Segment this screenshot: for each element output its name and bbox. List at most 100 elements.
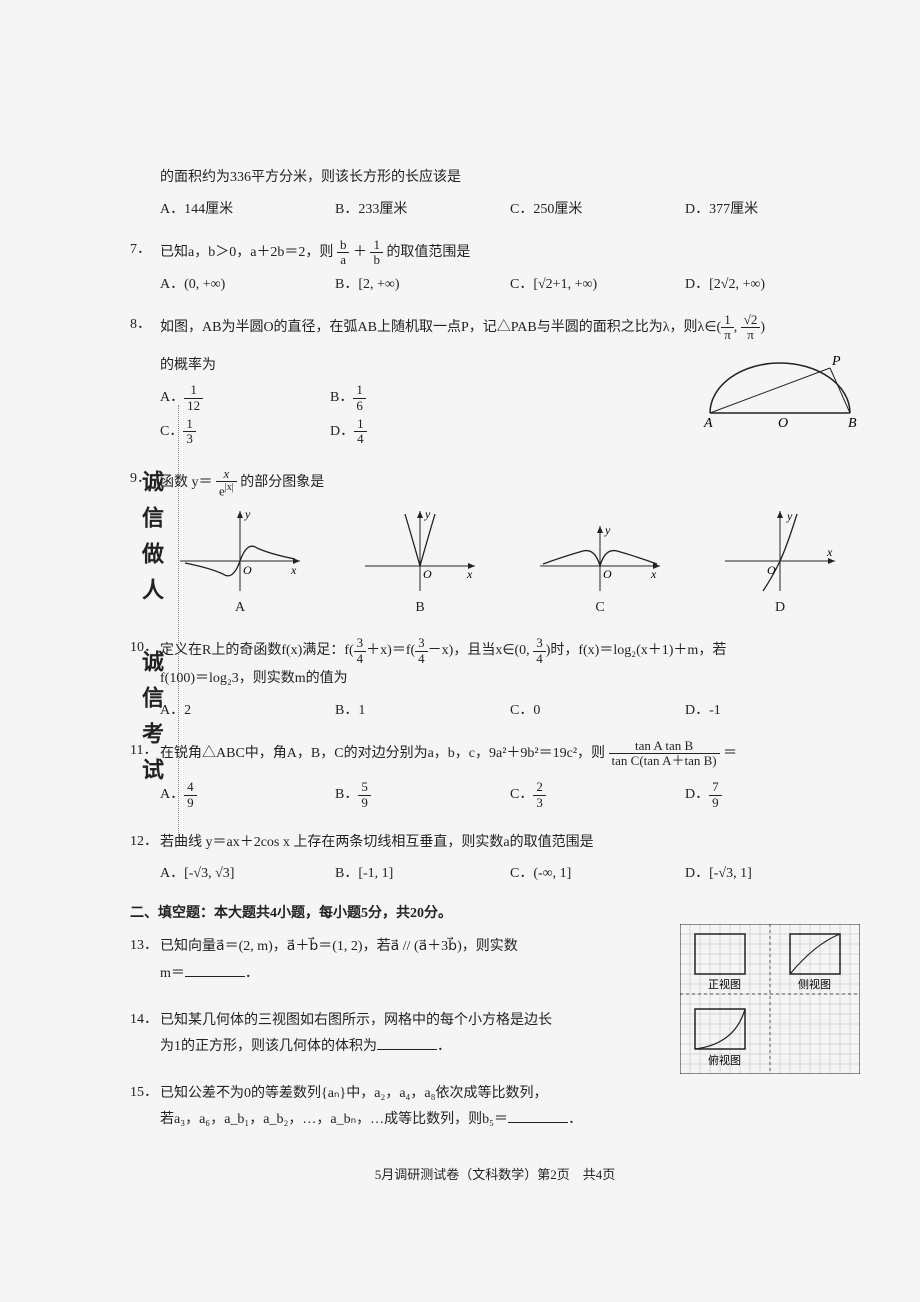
svg-text:O: O	[423, 567, 432, 581]
q13-t2: m＝	[160, 966, 185, 981]
q10-f3d: 4	[533, 652, 546, 666]
q10-opt-a: A．2	[160, 699, 335, 719]
semicircle-figure: A O B P	[700, 353, 860, 438]
svg-text:x: x	[650, 567, 657, 581]
q7-text: 已知a，b＞0，a＋2b＝2，则 ba ＋ 1b 的取值范围是	[160, 238, 860, 268]
q9: 9． 函数 y＝ xe|x| 的部分图象是 O x y A	[130, 467, 860, 617]
q10-l1b: ＋x)＝f(	[366, 644, 415, 659]
q8-b-d: 6	[353, 399, 366, 413]
q11-options: A．49 B．59 C．23 D．79	[160, 780, 860, 810]
q8-mid: ,	[734, 320, 741, 335]
svg-text:y: y	[604, 523, 611, 537]
q14-period: ．	[437, 1039, 451, 1054]
page-content: 的面积约为336平方分米，则该长方形的长应该是 A．144厘米 B．233厘米 …	[130, 0, 890, 1183]
q7-options: A．(0, +∞) B．[2, +∞) C．[√2+1, +∞) D．[2√2,…	[160, 273, 860, 293]
q11-d-n: 7	[709, 780, 722, 795]
q13-num: 13．	[130, 934, 158, 954]
q7-plus: ＋	[353, 245, 367, 260]
q7-f1n: b	[337, 238, 350, 253]
q10-l1a: 定义在R上的奇函数f(x)满足：f(	[160, 644, 354, 659]
q9-fd: e|x|	[216, 482, 237, 499]
q7-f2n: 1	[370, 238, 383, 253]
q7-num: 7．	[130, 238, 151, 258]
q10-f3n: 3	[533, 636, 546, 651]
q8-a-lbl: A．	[160, 390, 184, 405]
q7-f1d: a	[337, 253, 350, 267]
q7-opt-d: D．[2√2, +∞)	[685, 273, 860, 293]
q6-tail: 的面积约为336平方分米，则该长方形的长应该是 A．144厘米 B．233厘米 …	[130, 165, 860, 218]
graph-b-label: B	[340, 600, 500, 616]
q12-opt-a: A．[-√3, √3]	[160, 862, 335, 882]
q8-f1d: π	[721, 328, 734, 342]
q8-c-d: 3	[183, 432, 196, 446]
page-footer: 5月调研测试卷（文科数学）第2页 共4页	[130, 1164, 860, 1183]
q8-opt-a: A．112	[160, 383, 330, 413]
svg-text:俯视图: 俯视图	[708, 1053, 741, 1067]
q9-num: 9．	[130, 467, 151, 487]
q8-d-d: 4	[354, 432, 367, 446]
q11-eq: ＝	[723, 746, 737, 761]
q7: 7． 已知a，b＞0，a＋2b＝2，则 ba ＋ 1b 的取值范围是 A．(0,…	[130, 238, 860, 294]
q11-d-d: 9	[709, 796, 722, 810]
q7-opt-c: C．[√2+1, +∞)	[510, 273, 685, 293]
q8-d-n: 1	[354, 417, 367, 432]
q7-opt-a: A．(0, +∞)	[160, 273, 335, 293]
q8-t1: 如图，AB为半圆O的直径，在弧AB上随机取一点P，记△PAB与半圆的面积之比为λ…	[160, 320, 721, 335]
q11-num: 11．	[130, 739, 157, 759]
graph-a-label: A	[160, 600, 320, 616]
q6-opt-d: D．377厘米	[685, 198, 860, 218]
q10-f1n: 3	[354, 636, 367, 651]
q15-line1: 已知公差不为0的等差数列{aₙ}中，a₂，a₄，a₈依次成等比数列，	[160, 1081, 660, 1108]
q11-bn: tan A tan B	[609, 739, 720, 754]
q10-opt-c: C．0	[510, 699, 685, 719]
q8-c-lbl: C．	[160, 424, 183, 439]
q9-post: 的部分图象是	[240, 475, 324, 490]
svg-text:正视图: 正视图	[708, 977, 741, 991]
q11-opt-b: B．59	[335, 780, 510, 810]
q8-opts-row1: A．112 B．16	[160, 383, 500, 413]
fig-P: P	[831, 354, 841, 369]
q9-text: 函数 y＝ xe|x| 的部分图象是	[160, 467, 860, 499]
q8-opts-row2: C．13 D．14	[160, 417, 500, 447]
q6-tail-text: 的面积约为336平方分米，则该长方形的长应该是	[160, 165, 860, 192]
q13-blank	[185, 963, 245, 977]
q11-b-lbl: B．	[335, 787, 358, 802]
q11-a-lbl: A．	[160, 787, 184, 802]
svg-text:O: O	[603, 567, 612, 581]
q11-c-lbl: C．	[510, 787, 533, 802]
svg-text:x: x	[290, 563, 297, 577]
q11-a-n: 4	[184, 780, 197, 795]
q8-t2: )	[760, 320, 765, 335]
q8-f1: 1π	[721, 313, 734, 343]
q9-frac: xe|x|	[216, 467, 237, 499]
q9-fn: x	[216, 467, 237, 482]
q15-period: ．	[568, 1112, 582, 1127]
section2-header: 二、填空题：本大题共4小题，每小题5分，共20分。	[130, 902, 860, 922]
svg-text:x: x	[826, 545, 833, 559]
graph-c: O x y C	[520, 506, 680, 616]
graph-b: O x y B	[340, 506, 500, 616]
q8-c-n: 1	[183, 417, 196, 432]
q8-a-d: 12	[184, 399, 203, 413]
q10-opt-b: B．1	[335, 699, 510, 719]
q8-f1n: 1	[721, 313, 734, 328]
q10-f2n: 3	[415, 636, 428, 651]
q9-graphs: O x y A O x y B	[160, 506, 860, 616]
graph-a: O x y A	[160, 506, 320, 616]
threeview-figure: 正视图 侧视图 俯视图	[680, 924, 860, 1079]
q8-opt-d: D．14	[330, 417, 500, 447]
q8-f2d: π	[741, 328, 761, 342]
q6-opt-a: A．144厘米	[160, 198, 335, 218]
q12-opt-b: B．[-1, 1]	[335, 862, 510, 882]
q14-blank	[377, 1036, 437, 1050]
svg-text:侧视图: 侧视图	[798, 977, 831, 991]
q10-l1c: －x)，且当x∈(0,	[428, 644, 534, 659]
q7-frac2: 1b	[370, 238, 383, 268]
q6-opt-b: B．233厘米	[335, 198, 510, 218]
q11-a-d: 9	[184, 796, 197, 810]
fill-section: 13． 已知向量a⃗＝(2, m)，a⃗＋b⃗＝(1, 2)，若a⃗ // (a…	[130, 934, 860, 1134]
q8-f2: √2π	[741, 313, 761, 343]
q14-l2: 为1的正方形，则该几何体的体积为	[160, 1039, 377, 1054]
svg-text:O: O	[243, 563, 252, 577]
q7-frac1: ba	[337, 238, 350, 268]
